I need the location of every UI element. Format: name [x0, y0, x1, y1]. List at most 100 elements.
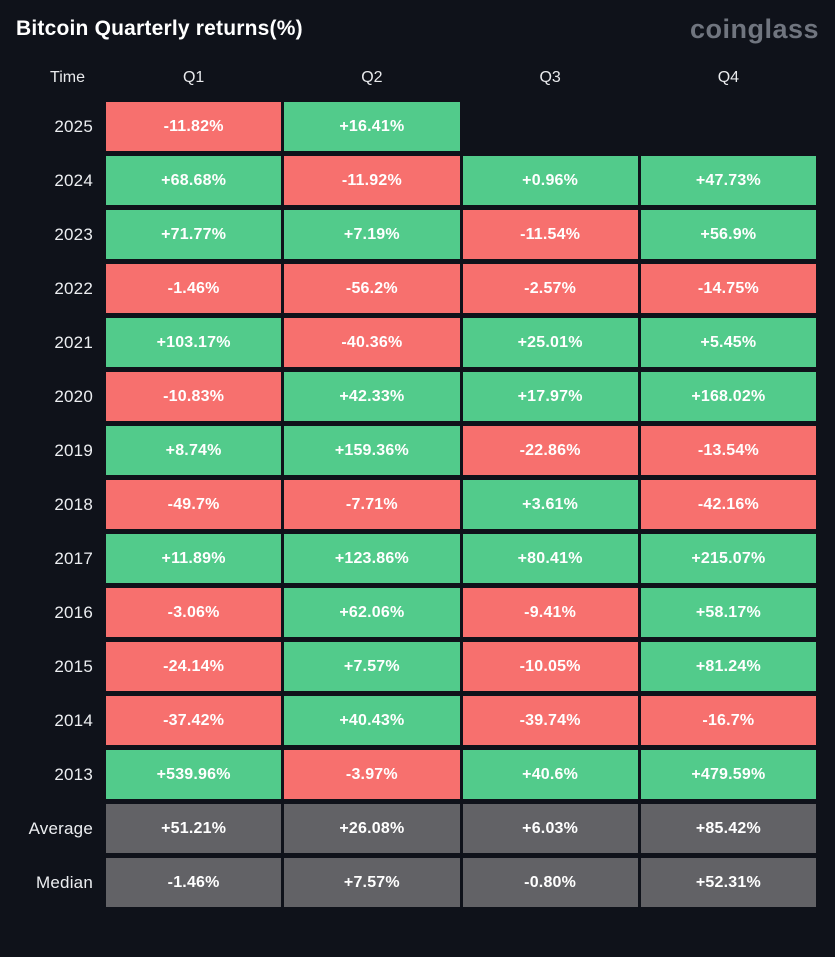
cell-q4: +56.9% — [640, 210, 816, 259]
cell-q1: -1.46% — [106, 858, 282, 907]
cell-q1: +539.96% — [106, 750, 282, 799]
cell-q4: -14.75% — [640, 264, 816, 313]
cell-q3: +17.97% — [462, 372, 638, 421]
table-row: 2016 -3.06% +62.06% -9.41% +58.17% — [0, 588, 816, 637]
cell-q2: +123.86% — [284, 534, 460, 583]
cell-q2: -3.97% — [284, 750, 460, 799]
cell-q2: +40.43% — [284, 696, 460, 745]
cell-q4: -13.54% — [640, 426, 816, 475]
table-row: 2023 +71.77% +7.19% -11.54% +56.9% — [0, 210, 816, 259]
table-row: 2015 -24.14% +7.57% -10.05% +81.24% — [0, 642, 816, 691]
cell-q4: +5.45% — [640, 318, 816, 367]
cell-q1: -49.7% — [106, 480, 282, 529]
row-label: Median — [36, 872, 93, 892]
cell-q3: -9.41% — [462, 588, 638, 637]
table-row: 2019 +8.74% +159.36% -22.86% -13.54% — [0, 426, 816, 475]
row-label: 2015 — [54, 656, 93, 676]
table-row: Median -1.46% +7.57% -0.80% +52.31% — [0, 858, 816, 907]
returns-table: Time Q1 Q2 Q3 Q4 2025 -11.82% +16.41% 20… — [0, 66, 816, 907]
column-header-q1: Q1 — [182, 69, 205, 86]
table-row: Average +51.21% +26.08% +6.03% +85.42% — [0, 804, 816, 853]
widget-header: Bitcoin Quarterly returns(%) coinglass — [0, 0, 835, 52]
row-label: 2023 — [54, 224, 93, 244]
cell-q3: -11.54% — [462, 210, 638, 259]
cell-q4: +58.17% — [640, 588, 816, 637]
row-label: 2014 — [54, 710, 93, 730]
cell-q2: +62.06% — [284, 588, 460, 637]
cell-q2: -7.71% — [284, 480, 460, 529]
cell-q2: +16.41% — [284, 102, 460, 151]
row-label: 2018 — [54, 494, 93, 514]
column-header-q4: Q4 — [717, 69, 740, 86]
row-label: 2024 — [54, 170, 93, 190]
row-label: 2020 — [54, 386, 93, 406]
page-title: Bitcoin Quarterly returns(%) — [16, 17, 303, 40]
row-label: 2017 — [54, 548, 93, 568]
cell-q1: -3.06% — [106, 588, 282, 637]
cell-q4: +479.59% — [640, 750, 816, 799]
cell-q4: +85.42% — [640, 804, 816, 853]
cell-q1: +103.17% — [106, 318, 282, 367]
cell-q1: -10.83% — [106, 372, 282, 421]
cell-q2: +7.57% — [284, 858, 460, 907]
table-row: 2020 -10.83% +42.33% +17.97% +168.02% — [0, 372, 816, 421]
cell-q3: +0.96% — [462, 156, 638, 205]
cell-q3: +25.01% — [462, 318, 638, 367]
table-row: 2021 +103.17% -40.36% +25.01% +5.45% — [0, 318, 816, 367]
cell-q1: -24.14% — [106, 642, 282, 691]
cell-q2: +26.08% — [284, 804, 460, 853]
table-body: 2025 -11.82% +16.41% 2024 +68.68% -11.92… — [0, 102, 816, 907]
cell-q2: +7.57% — [284, 642, 460, 691]
cell-q2: -11.92% — [284, 156, 460, 205]
cell-q2: +159.36% — [284, 426, 460, 475]
cell-q1: +68.68% — [106, 156, 282, 205]
cell-q3: +3.61% — [462, 480, 638, 529]
cell-q3: -0.80% — [462, 858, 638, 907]
row-label: 2021 — [54, 332, 93, 352]
row-label: 2019 — [54, 440, 93, 460]
table-row: 2022 -1.46% -56.2% -2.57% -14.75% — [0, 264, 816, 313]
column-header-q2: Q2 — [361, 69, 383, 86]
cell-q1: +51.21% — [106, 804, 282, 853]
cell-q4: +81.24% — [640, 642, 816, 691]
cell-q4: +52.31% — [640, 858, 816, 907]
cell-q3: -22.86% — [462, 426, 638, 475]
coinglass-logo[interactable]: coinglass — [689, 13, 819, 44]
cell-q3: +80.41% — [462, 534, 638, 583]
table-row: 2014 -37.42% +40.43% -39.74% -16.7% — [0, 696, 816, 745]
cell-q4: +47.73% — [640, 156, 816, 205]
cell-q4 — [641, 102, 816, 151]
row-label: Average — [28, 818, 93, 838]
cell-q1: -37.42% — [106, 696, 282, 745]
cell-q1: -11.82% — [106, 102, 282, 151]
cell-q2: +7.19% — [284, 210, 460, 259]
cell-q2: -40.36% — [284, 318, 460, 367]
cell-q2: -56.2% — [284, 264, 460, 313]
cell-q1: +11.89% — [106, 534, 282, 583]
cell-q3: -10.05% — [462, 642, 638, 691]
cell-q4: -42.16% — [640, 480, 816, 529]
table-header-row: Time Q1 Q2 Q3 Q4 — [0, 66, 816, 90]
cell-q3: +40.6% — [462, 750, 638, 799]
cell-q3: -39.74% — [462, 696, 638, 745]
table-row: 2025 -11.82% +16.41% — [0, 102, 816, 151]
table-row: 2017 +11.89% +123.86% +80.41% +215.07% — [0, 534, 816, 583]
cell-q4: +215.07% — [640, 534, 816, 583]
cell-q3 — [463, 102, 638, 151]
cell-q4: +168.02% — [640, 372, 816, 421]
row-label: 2013 — [54, 764, 93, 784]
column-header-q3: Q3 — [539, 69, 561, 86]
cell-q4: -16.7% — [640, 696, 816, 745]
row-label: 2022 — [54, 278, 93, 298]
cell-q1: -1.46% — [106, 264, 282, 313]
table-row: 2013 +539.96% -3.97% +40.6% +479.59% — [0, 750, 816, 799]
cell-q2: +42.33% — [284, 372, 460, 421]
cell-q3: +6.03% — [462, 804, 638, 853]
row-label: 2016 — [54, 602, 93, 622]
cell-q3: -2.57% — [462, 264, 638, 313]
column-header-time: Time — [50, 69, 85, 86]
table-row: 2024 +68.68% -11.92% +0.96% +47.73% — [0, 156, 816, 205]
row-label: 2025 — [54, 116, 93, 136]
cell-q1: +8.74% — [106, 426, 282, 475]
